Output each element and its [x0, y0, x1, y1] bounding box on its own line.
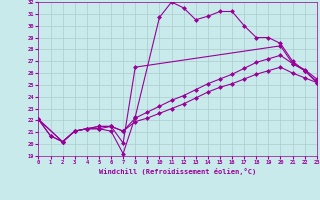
X-axis label: Windchill (Refroidissement éolien,°C): Windchill (Refroidissement éolien,°C)	[99, 168, 256, 175]
